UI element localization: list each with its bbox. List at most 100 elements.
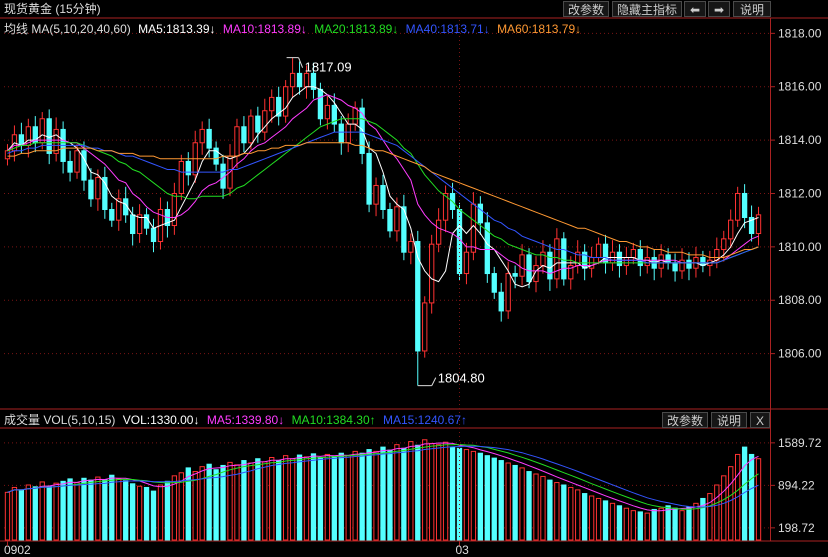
candle-body bbox=[303, 72, 310, 88]
params-button[interactable]: 改参数 bbox=[563, 1, 609, 17]
candle-body bbox=[4, 150, 11, 160]
volume-bar bbox=[651, 508, 657, 541]
volume-bar bbox=[289, 458, 296, 541]
candle-body bbox=[39, 118, 45, 144]
price-tick-label: 1812.00 bbox=[778, 186, 822, 200]
candle-body bbox=[561, 238, 567, 280]
volume-bar bbox=[25, 484, 31, 541]
volume-bar bbox=[505, 462, 511, 541]
help-button[interactable]: 说明 bbox=[733, 1, 771, 17]
candle-body bbox=[505, 273, 511, 312]
volume-bar bbox=[456, 447, 463, 541]
volume-bar bbox=[470, 450, 477, 541]
vol-ma-line-ma15 bbox=[7, 445, 759, 508]
candle-body bbox=[672, 262, 678, 272]
vol-tick-label: 198.72 bbox=[778, 521, 815, 535]
candle-body bbox=[470, 203, 477, 253]
volume-bar bbox=[60, 480, 66, 541]
candle-body bbox=[248, 115, 254, 144]
vol-legend-name: 成交量 bbox=[4, 413, 41, 427]
candle-body bbox=[255, 115, 261, 133]
chart-title: 现货黄金 (15分钟) bbox=[4, 2, 101, 16]
vol-params-button[interactable]: 改参数 bbox=[662, 412, 708, 428]
volume-bar bbox=[595, 497, 602, 541]
candle-body bbox=[199, 128, 205, 144]
volume-bar bbox=[53, 482, 59, 541]
volume-bar bbox=[81, 477, 87, 541]
vol-value-legend: VOL:1330.00↓ bbox=[122, 413, 200, 427]
volume-bar bbox=[213, 469, 219, 541]
volume-bar bbox=[74, 482, 80, 541]
volume-bar bbox=[415, 444, 421, 541]
volume-bar bbox=[686, 506, 692, 541]
volume-bar bbox=[220, 464, 226, 541]
candle-body bbox=[463, 251, 470, 275]
volume-bar bbox=[269, 457, 275, 541]
candle-body bbox=[644, 257, 650, 267]
candle-body bbox=[143, 214, 150, 229]
candle-body bbox=[519, 254, 525, 277]
high-marker-leader bbox=[298, 57, 304, 68]
volume-bar bbox=[547, 479, 553, 541]
candle-body bbox=[721, 238, 727, 251]
candle-body bbox=[171, 192, 178, 227]
volume-bar bbox=[331, 455, 337, 541]
volume-bar bbox=[693, 502, 699, 541]
candle-body bbox=[547, 251, 553, 280]
volume-bar bbox=[185, 467, 191, 541]
volume-bar bbox=[11, 486, 18, 541]
vol-ma10-legend: MA10:1384.30↑ bbox=[291, 413, 376, 427]
ma40-legend: MA40:1813.71↓ bbox=[405, 22, 490, 36]
volume-bar bbox=[129, 483, 136, 541]
candle-body bbox=[616, 251, 623, 267]
ma10-legend: MA10:1813.89↓ bbox=[222, 22, 307, 36]
volume-bar bbox=[352, 450, 358, 541]
volume-bar bbox=[602, 500, 609, 541]
volume-bar bbox=[700, 497, 706, 541]
arrow-left-icon: ⬅ bbox=[689, 3, 701, 17]
candle-body bbox=[331, 104, 337, 125]
volume-bar bbox=[588, 495, 595, 541]
volume-bar bbox=[234, 464, 240, 541]
volume-bar bbox=[310, 453, 317, 541]
volume-bar bbox=[46, 485, 52, 541]
price-tick-label: 1808.00 bbox=[778, 293, 822, 307]
volume-bar bbox=[338, 452, 344, 541]
volume-bar bbox=[442, 441, 449, 541]
candle-body bbox=[178, 160, 184, 194]
low-annotation: 1804.80 bbox=[438, 371, 485, 386]
hide-indicator-button[interactable]: 隐藏主指标 bbox=[612, 1, 682, 17]
volume-bar bbox=[296, 454, 303, 541]
volume-bar bbox=[157, 484, 164, 541]
candle-body bbox=[686, 259, 692, 269]
vol-tick-label: 1589.72 bbox=[778, 436, 822, 450]
volume-bar bbox=[658, 507, 664, 541]
candle-body bbox=[109, 208, 115, 221]
volume-bar bbox=[248, 462, 254, 541]
volume-bar bbox=[616, 505, 623, 541]
high-annotation: 1817.09 bbox=[305, 60, 352, 75]
price-tick-label: 1816.00 bbox=[778, 80, 822, 94]
volume-bar bbox=[123, 480, 129, 541]
vol-close-button[interactable]: X bbox=[750, 412, 770, 428]
volume-bar bbox=[714, 484, 720, 541]
price-tick-label: 1814.00 bbox=[778, 133, 822, 147]
volume-bar bbox=[366, 449, 372, 541]
prev-button[interactable]: ⬅ bbox=[684, 1, 706, 17]
volume-bar bbox=[241, 460, 247, 541]
volume-bar bbox=[484, 455, 490, 541]
volume-bar bbox=[387, 449, 393, 541]
candle-body bbox=[435, 219, 442, 245]
candle-body bbox=[394, 206, 400, 232]
volume-bar bbox=[568, 486, 574, 541]
volume-bar bbox=[435, 444, 442, 541]
candle-body bbox=[456, 208, 463, 275]
volume-bar bbox=[18, 489, 25, 541]
next-button[interactable]: ➡ bbox=[708, 1, 730, 17]
ma60-legend: MA60:1813.79↓ bbox=[497, 22, 582, 36]
ma-line-ma40 bbox=[7, 131, 759, 264]
vol-help-button[interactable]: 说明 bbox=[711, 412, 747, 428]
candle-body bbox=[422, 302, 428, 352]
volume-bar bbox=[609, 502, 616, 541]
